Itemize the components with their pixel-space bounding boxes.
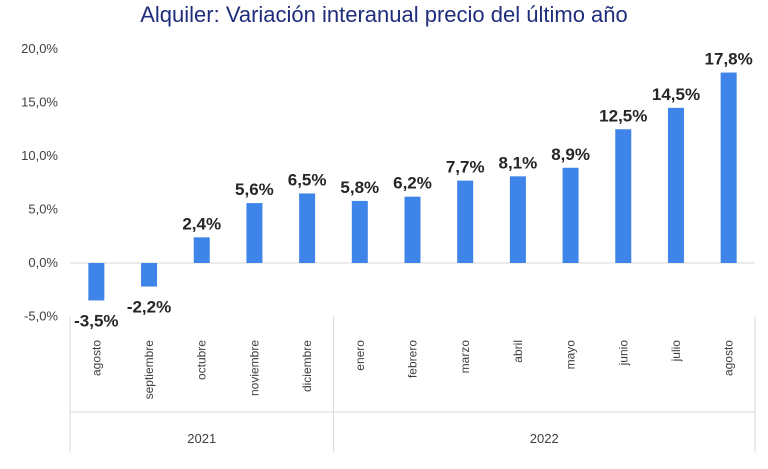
data-label: 14,5%: [652, 85, 700, 104]
bar: [667, 107, 684, 263]
data-label: 2,4%: [182, 214, 221, 233]
y-tick-label: 5,0%: [28, 202, 58, 217]
category-label: junio: [616, 340, 630, 367]
data-label: 6,5%: [288, 170, 327, 189]
data-label: 17,8%: [705, 50, 753, 69]
bar: [193, 237, 210, 263]
category-label: mayo: [564, 340, 578, 370]
data-label: 5,8%: [340, 178, 379, 197]
y-tick-label: 10,0%: [21, 148, 58, 163]
bar: [615, 129, 632, 263]
data-label: -2,2%: [127, 298, 171, 317]
category-label: agosto: [722, 340, 736, 376]
bar: [299, 193, 316, 263]
bar: [141, 263, 158, 287]
category-label: julio: [669, 340, 683, 363]
category-label: enero: [353, 340, 367, 371]
year-group-label: 2021: [187, 431, 216, 446]
y-tick-label: 15,0%: [21, 95, 58, 110]
category-label: octubre: [195, 340, 209, 380]
bar: [720, 72, 737, 263]
category-label: septiembre: [142, 340, 156, 400]
data-label: 6,2%: [393, 174, 432, 193]
bar: [404, 196, 421, 263]
chart-bars: [88, 72, 737, 301]
year-group-label: 2022: [530, 431, 559, 446]
data-label: 12,5%: [599, 106, 647, 125]
y-tick-label: 0,0%: [28, 255, 58, 270]
category-label: abril: [511, 340, 525, 363]
bar: [562, 167, 579, 263]
y-tick-label: -5,0%: [24, 309, 58, 324]
bar: [246, 203, 263, 263]
data-label: 8,1%: [499, 153, 538, 172]
data-label: 5,6%: [235, 180, 274, 199]
bar: [88, 263, 105, 301]
bar: [457, 180, 474, 263]
category-label: marzo: [458, 340, 472, 374]
category-label: noviembre: [247, 340, 261, 396]
bar: [351, 200, 368, 263]
data-label: 8,9%: [551, 145, 590, 164]
data-label: 7,7%: [446, 158, 485, 177]
category-label: agosto: [89, 340, 103, 376]
chart-axes: -5,0% 0,0% 5,0% 10,0% 15,0% 20,0% 2021 2022: [21, 41, 756, 452]
data-label: -3,5%: [74, 311, 118, 330]
bar: [509, 176, 526, 263]
chart-category-labels: agosto septiembre octubre noviembre diciembr…: [89, 340, 735, 400]
category-label: febrero: [406, 340, 420, 378]
chart-title: Alquiler: Variación interanual precio de…: [140, 2, 628, 27]
chart-data-labels: -3,5% -2,2% 2,4% 5,6% 6,5% 5,8% 6,2% 7,7% 8,1% 8,…: [74, 50, 753, 331]
y-tick-label: 20,0%: [21, 41, 58, 56]
category-label: diciembre: [300, 340, 314, 392]
